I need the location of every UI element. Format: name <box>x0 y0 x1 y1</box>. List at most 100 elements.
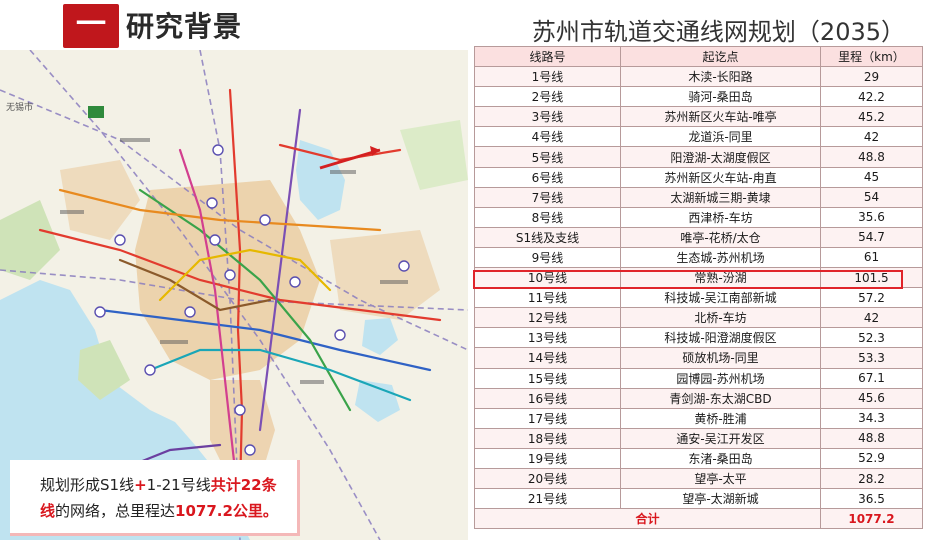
line-number-cell: 15号线 <box>474 367 621 389</box>
line-number-cell: 1号线 <box>474 66 621 88</box>
table-row: 14号线 硕放机场-同里 53.3 <box>474 347 923 369</box>
plan-title: 苏州市轨道交通线网规划（2035） <box>531 18 905 46</box>
endpoints-cell: 北桥-车坊 <box>620 307 821 329</box>
callout-text-line-suffix: 线 <box>40 502 56 520</box>
line-number-cell: 19号线 <box>474 447 621 469</box>
line-number-cell: 8号线 <box>474 206 621 228</box>
line-number-cell: 21号线 <box>474 488 621 510</box>
endpoints-cell: 望亭-太湖新城 <box>620 488 821 510</box>
summary-callout: 规划形成S1线+1-21号线共计22条 线的网络，总里程达1077.2公里。 <box>10 460 300 536</box>
header-mileage: 里程（km） <box>820 45 923 68</box>
mileage-cell: 28.2 <box>820 467 923 490</box>
line-number-cell: 2号线 <box>474 86 621 108</box>
endpoints-cell: 苏州新区火车站-甪直 <box>620 166 821 188</box>
line-number-cell: 16号线 <box>474 387 621 409</box>
map-label-wuxi: 无锡市 <box>6 101 33 113</box>
table-row: 15号线 园博园-苏州机场 67.1 <box>474 367 923 389</box>
total-label: 合计 <box>474 508 821 530</box>
table-row: 8号线 西津桥-车坊 35.6 <box>474 206 923 228</box>
mileage-cell: 42.2 <box>820 86 923 108</box>
line-number-cell: 17号线 <box>474 407 621 429</box>
table-header-row: 线路号 起讫点 里程（km） <box>474 45 923 68</box>
endpoints-cell: 木渎-长阳路 <box>620 66 821 88</box>
mileage-cell: 48.8 <box>820 427 923 449</box>
mileage-cell: 61 <box>820 246 923 269</box>
line-number-cell: 20号线 <box>474 467 621 490</box>
line-number-cell: 10号线 <box>474 267 621 289</box>
header-line-number: 线路号 <box>474 45 621 68</box>
table-row: 1号线 木渎-长阳路 29 <box>474 66 923 88</box>
table-row: 13号线 科技城-阳澄湖度假区 52.3 <box>474 327 923 349</box>
mileage-cell: 42 <box>820 126 923 148</box>
endpoints-cell: 望亭-太平 <box>620 467 821 490</box>
line-number-cell: 14号线 <box>474 347 621 369</box>
line-number-cell: 4号线 <box>474 126 621 148</box>
mileage-cell: 52.9 <box>820 447 923 469</box>
mileage-cell: 45.2 <box>820 106 923 128</box>
table-total-row: 合计 1077.2 <box>474 508 923 530</box>
endpoints-cell: 龙道浜-同里 <box>620 126 821 148</box>
callout-text-mileage: 1077.2公里。 <box>175 502 278 520</box>
mileage-cell: 53.3 <box>820 347 923 369</box>
table-row: 9号线 生态城-苏州机场 61 <box>474 246 923 269</box>
header-endpoints: 起讫点 <box>620 45 821 68</box>
line-plan-table: 线路号 起讫点 里程（km） 1号线 木渎-长阳路 29 2号线 骑河-桑田岛 42.2 3… <box>474 45 923 530</box>
line-number-cell: S1线及支线 <box>474 226 621 248</box>
mileage-cell: 52.3 <box>820 327 923 349</box>
endpoints-cell: 常熟-汾湖 <box>620 267 821 289</box>
mileage-cell: 45 <box>820 166 923 188</box>
callout-text-network: 的网络，总里程达 <box>55 502 176 520</box>
line-number-cell: 3号线 <box>474 106 621 128</box>
callout-text-plus: + <box>134 476 147 494</box>
mileage-cell: 45.6 <box>820 387 923 409</box>
table-row: 7号线 太湖新城三期-黄埭 54 <box>474 186 923 208</box>
line-number-cell: 5号线 <box>474 146 621 168</box>
mileage-cell: 57.2 <box>820 287 923 309</box>
table-row: 20号线 望亭-太平 28.2 <box>474 467 923 490</box>
mileage-cell: 54 <box>820 186 923 208</box>
mileage-cell: 67.1 <box>820 367 923 389</box>
endpoints-cell: 苏州新区火车站-唯亭 <box>620 106 821 128</box>
line-number-cell: 12号线 <box>474 307 621 329</box>
mileage-cell: 35.6 <box>820 206 923 228</box>
section-badge: 一 <box>63 4 119 48</box>
table-row: 17号线 黄桥-胜浦 34.3 <box>474 407 923 429</box>
endpoints-cell: 东渚-桑田岛 <box>620 447 821 469</box>
total-value: 1077.2 <box>820 508 923 530</box>
endpoints-cell: 阳澄湖-太湖度假区 <box>620 146 821 168</box>
endpoints-cell: 黄桥-胜浦 <box>620 407 821 429</box>
table-row: 21号线 望亭-太湖新城 36.5 <box>474 488 923 510</box>
line-number-cell: 9号线 <box>474 246 621 269</box>
mileage-cell: 34.3 <box>820 407 923 429</box>
header: 一 研究背景 苏州市轨道交通线网规划（2035） <box>0 0 927 52</box>
endpoints-cell: 科技城-吴江南部新城 <box>620 287 821 309</box>
endpoints-cell: 唯亭-花桥/太仓 <box>620 226 821 248</box>
table-row: 16号线 青剑湖-东太湖CBD 45.6 <box>474 387 923 409</box>
endpoints-cell: 骑河-桑田岛 <box>620 86 821 108</box>
table-row: 18号线 通安-吴江开发区 48.8 <box>474 427 923 449</box>
table-row: 4号线 龙道浜-同里 42 <box>474 126 923 148</box>
endpoints-cell: 生态城-苏州机场 <box>620 246 821 269</box>
callout-text-lines: 1-21号线 <box>146 476 211 494</box>
table-row: 5号线 阳澄湖-太湖度假区 48.8 <box>474 146 923 168</box>
section-number: 一 <box>76 7 106 42</box>
endpoints-cell: 西津桥-车坊 <box>620 206 821 228</box>
section-title: 研究背景 <box>126 10 243 43</box>
table-row: S1线及支线 唯亭-花桥/太仓 54.7 <box>474 226 923 248</box>
mileage-cell: 101.5 <box>820 267 923 289</box>
mileage-cell: 29 <box>820 66 923 88</box>
rail-network-map: 无锡市 <box>0 50 468 540</box>
line-number-cell: 7号线 <box>474 186 621 208</box>
mileage-cell: 54.7 <box>820 226 923 248</box>
mileage-cell: 36.5 <box>820 488 923 510</box>
table-row: 10号线 常熟-汾湖 101.5 <box>474 267 923 289</box>
endpoints-cell: 科技城-阳澄湖度假区 <box>620 327 821 349</box>
line-number-cell: 13号线 <box>474 327 621 349</box>
endpoints-cell: 园博园-苏州机场 <box>620 367 821 389</box>
map-image: 无锡市 <box>0 50 468 540</box>
endpoints-cell: 通安-吴江开发区 <box>620 427 821 449</box>
mileage-cell: 48.8 <box>820 146 923 168</box>
table-row: 12号线 北桥-车坊 42 <box>474 307 923 329</box>
table-row: 11号线 科技城-吴江南部新城 57.2 <box>474 287 923 309</box>
line-number-cell: 6号线 <box>474 166 621 188</box>
